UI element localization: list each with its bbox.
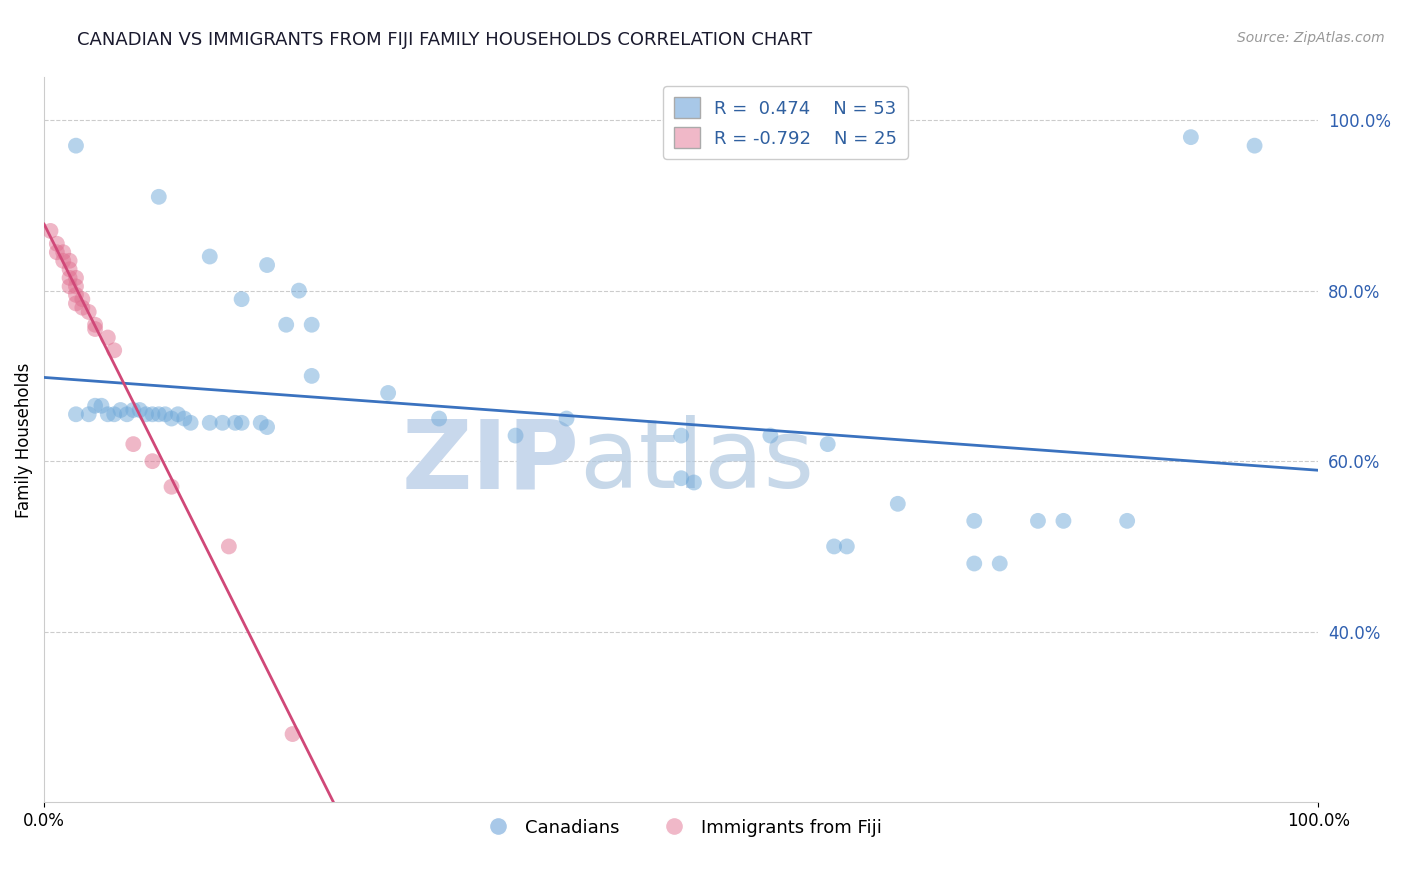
Point <box>160 480 183 494</box>
Point <box>58 262 80 277</box>
Point <box>218 540 240 554</box>
Point <box>45 236 67 251</box>
Point <box>683 475 706 490</box>
Point <box>148 407 170 421</box>
Point <box>122 403 145 417</box>
Point <box>84 399 107 413</box>
Point <box>427 411 450 425</box>
Point <box>1052 514 1074 528</box>
Point <box>835 540 858 554</box>
Point <box>555 411 578 425</box>
Point <box>231 416 253 430</box>
Point <box>72 301 94 315</box>
Point <box>135 407 157 421</box>
Point <box>77 305 100 319</box>
Point <box>84 318 107 332</box>
Point <box>65 279 87 293</box>
Point <box>180 416 202 430</box>
Point <box>141 407 163 421</box>
Point <box>256 420 278 434</box>
Point <box>58 279 80 293</box>
Text: CANADIAN VS IMMIGRANTS FROM FIJI FAMILY HOUSEHOLDS CORRELATION CHART: CANADIAN VS IMMIGRANTS FROM FIJI FAMILY … <box>77 31 813 49</box>
Point <box>823 540 845 554</box>
Point <box>288 284 311 298</box>
Point <box>84 322 107 336</box>
Point <box>231 292 253 306</box>
Point <box>122 437 145 451</box>
Point <box>1243 138 1265 153</box>
Point <box>198 250 221 264</box>
Point <box>39 224 62 238</box>
Point <box>65 296 87 310</box>
Point <box>65 270 87 285</box>
Point <box>963 514 986 528</box>
Text: ZIP: ZIP <box>401 415 579 508</box>
Point <box>988 557 1011 571</box>
Point <box>148 190 170 204</box>
Point <box>669 471 692 485</box>
Point <box>249 416 271 430</box>
Point <box>669 428 692 442</box>
Point <box>224 416 246 430</box>
Point <box>301 368 323 383</box>
Point <box>110 403 132 417</box>
Point <box>1180 130 1202 145</box>
Point <box>65 138 87 153</box>
Point <box>52 245 75 260</box>
Point <box>90 399 112 413</box>
Point <box>128 403 150 417</box>
Point <box>963 557 986 571</box>
Point <box>167 407 190 421</box>
Point <box>817 437 839 451</box>
Point <box>52 253 75 268</box>
Point <box>256 258 278 272</box>
Point <box>281 727 304 741</box>
Point <box>115 407 138 421</box>
Point <box>153 407 176 421</box>
Text: Source: ZipAtlas.com: Source: ZipAtlas.com <box>1237 31 1385 45</box>
Point <box>103 407 125 421</box>
Point <box>173 411 195 425</box>
Point <box>1026 514 1049 528</box>
Point <box>58 270 80 285</box>
Point <box>198 416 221 430</box>
Y-axis label: Family Households: Family Households <box>15 362 32 517</box>
Point <box>276 318 298 332</box>
Point <box>72 292 94 306</box>
Point <box>759 428 782 442</box>
Point <box>887 497 910 511</box>
Point <box>377 386 399 401</box>
Point <box>211 416 233 430</box>
Point <box>103 343 125 358</box>
Point <box>97 407 120 421</box>
Point <box>58 253 80 268</box>
Point <box>1116 514 1139 528</box>
Point <box>65 288 87 302</box>
Point <box>45 245 67 260</box>
Point <box>97 330 120 344</box>
Point <box>65 407 87 421</box>
Point <box>505 428 527 442</box>
Legend: Canadians, Immigrants from Fiji: Canadians, Immigrants from Fiji <box>472 812 890 844</box>
Text: atlas: atlas <box>579 415 814 508</box>
Point <box>77 407 100 421</box>
Point <box>141 454 163 468</box>
Point <box>160 411 183 425</box>
Point <box>301 318 323 332</box>
